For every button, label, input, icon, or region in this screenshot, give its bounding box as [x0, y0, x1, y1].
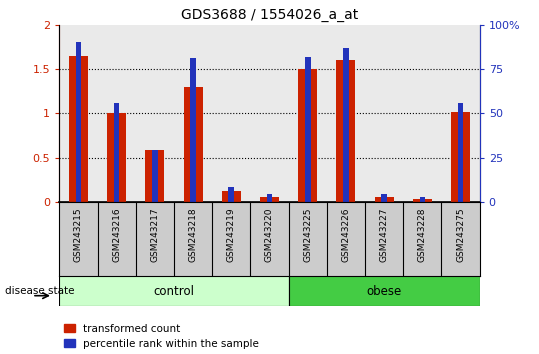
Bar	[305, 57, 310, 202]
Bar	[59, 276, 288, 306]
Text: GSM243275: GSM243275	[456, 208, 465, 262]
Bar	[343, 48, 349, 202]
Bar	[336, 60, 356, 202]
Text: obese: obese	[367, 285, 402, 298]
Text: GSM243228: GSM243228	[418, 208, 427, 262]
Bar	[413, 199, 432, 202]
Bar	[288, 25, 327, 202]
Bar	[419, 198, 425, 202]
Bar	[298, 69, 317, 202]
Bar	[365, 25, 403, 202]
Bar	[69, 56, 88, 202]
Text: GSM243215: GSM243215	[74, 208, 83, 262]
Bar	[381, 194, 387, 202]
Text: GSM243225: GSM243225	[303, 208, 312, 262]
Bar	[375, 198, 393, 202]
Text: GSM243218: GSM243218	[189, 208, 198, 262]
Bar	[98, 25, 136, 202]
Legend: transformed count, percentile rank within the sample: transformed count, percentile rank withi…	[65, 324, 259, 349]
Text: GSM243217: GSM243217	[150, 208, 160, 262]
Bar	[107, 113, 126, 202]
Bar	[229, 187, 234, 202]
Title: GDS3688 / 1554026_a_at: GDS3688 / 1554026_a_at	[181, 8, 358, 22]
Bar	[403, 25, 441, 202]
Bar	[183, 87, 203, 202]
Bar	[152, 150, 158, 202]
Bar	[441, 25, 480, 202]
Bar	[451, 112, 470, 202]
Text: GSM243220: GSM243220	[265, 208, 274, 262]
Bar	[136, 25, 174, 202]
Text: GSM243227: GSM243227	[379, 208, 389, 262]
Bar	[222, 191, 241, 202]
Bar	[59, 25, 98, 202]
Bar	[327, 25, 365, 202]
Text: GSM243226: GSM243226	[341, 208, 350, 262]
Bar	[260, 198, 279, 202]
Bar	[251, 25, 288, 202]
Text: GSM243219: GSM243219	[227, 208, 236, 262]
Bar	[190, 58, 196, 202]
Bar	[75, 42, 81, 202]
Text: disease state: disease state	[5, 286, 75, 296]
Bar	[174, 25, 212, 202]
Bar	[267, 194, 272, 202]
Bar	[114, 103, 120, 202]
Bar	[288, 276, 480, 306]
Bar	[212, 25, 251, 202]
Text: control: control	[154, 285, 195, 298]
Text: GSM243216: GSM243216	[112, 208, 121, 262]
Bar	[146, 150, 164, 202]
Bar	[458, 103, 464, 202]
